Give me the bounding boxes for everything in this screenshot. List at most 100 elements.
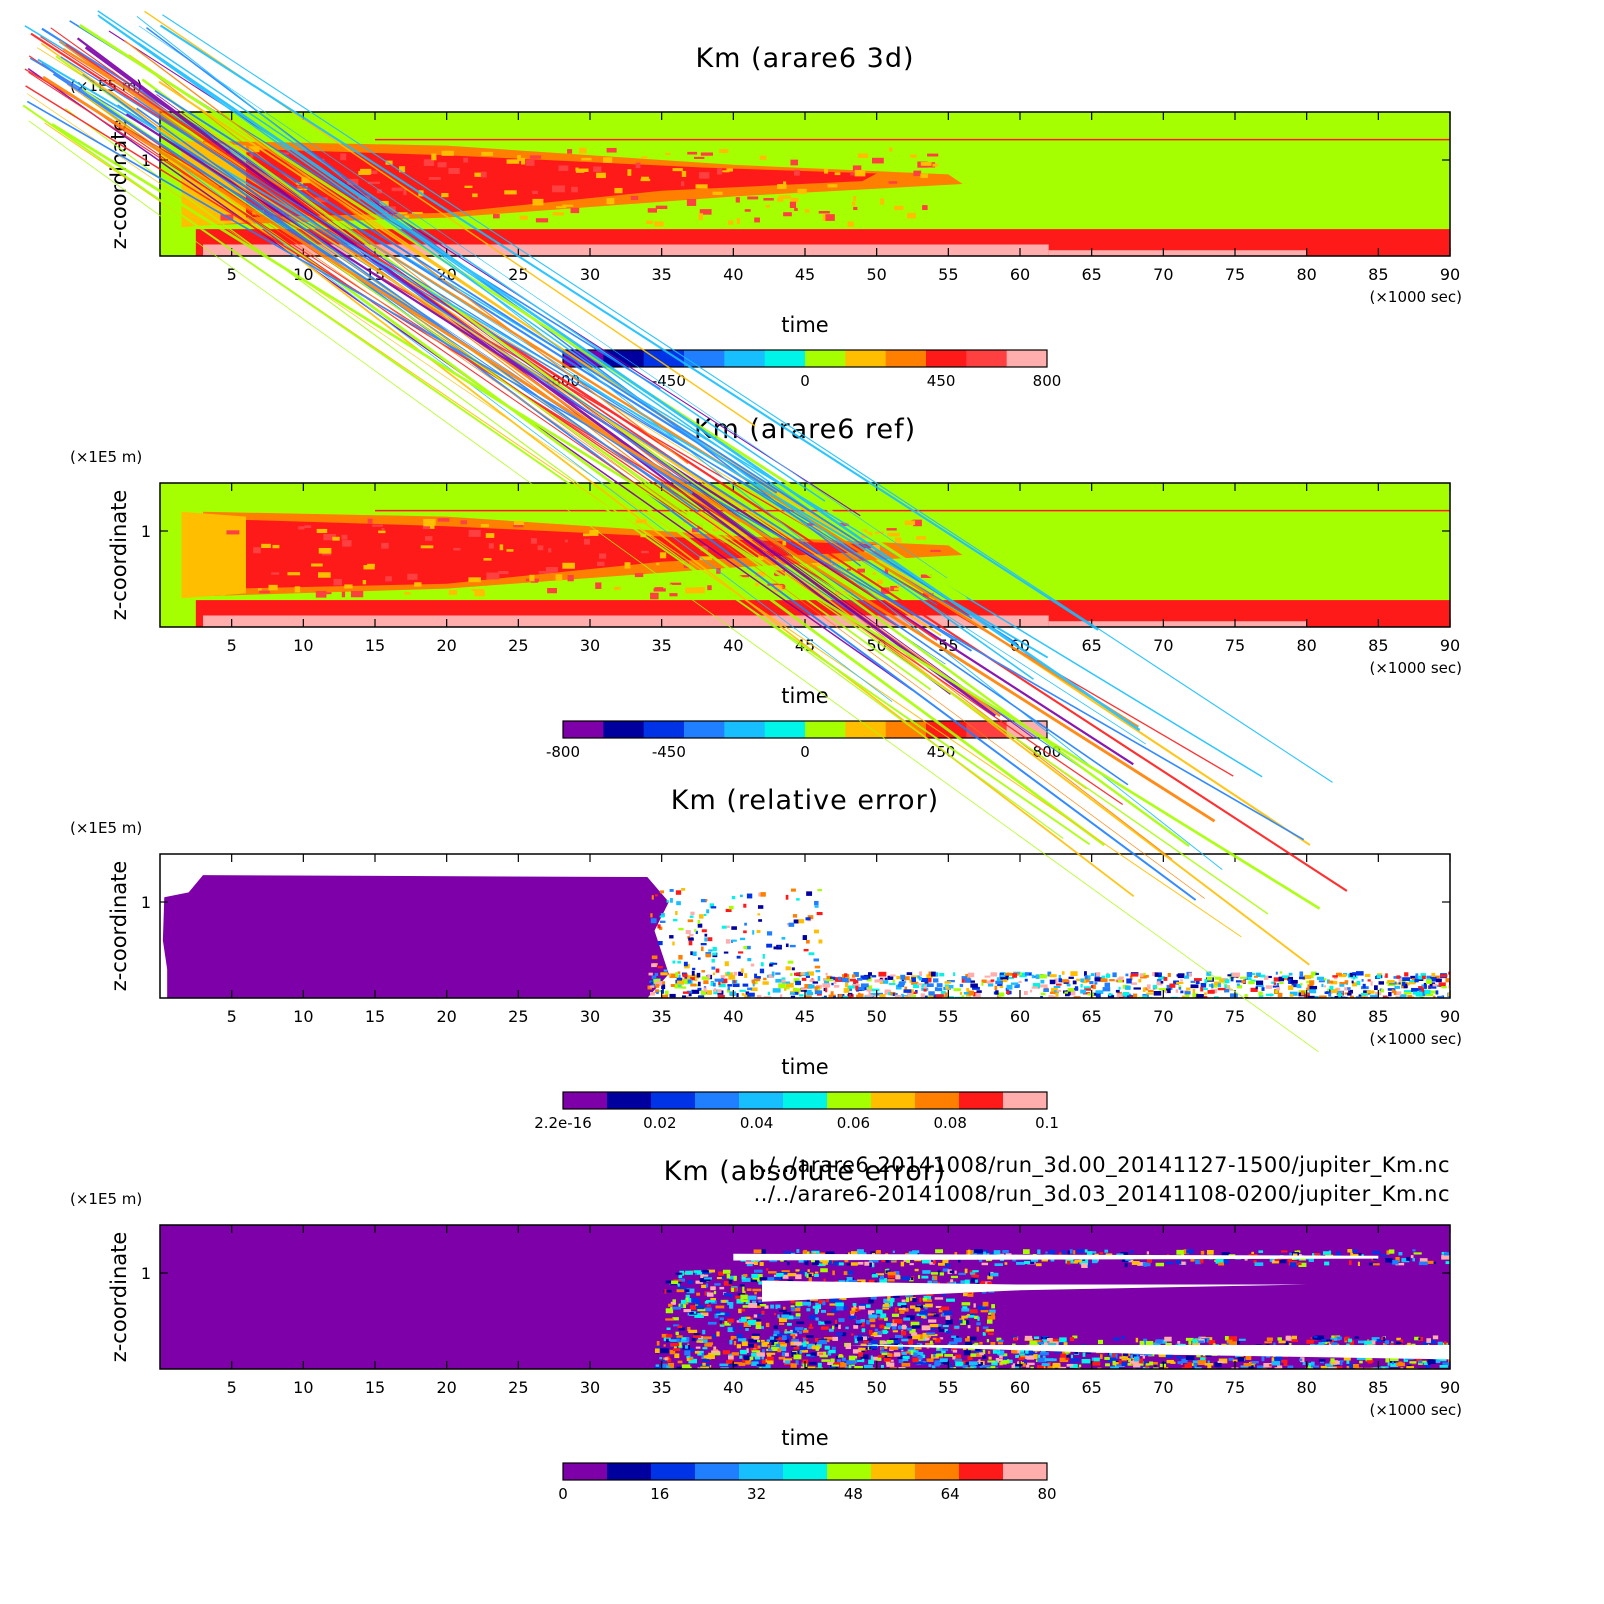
x-tick-label: 90 bbox=[1440, 1007, 1460, 1026]
error-speckle bbox=[1437, 1357, 1447, 1362]
error-speckle bbox=[686, 1356, 691, 1359]
error-speckle bbox=[726, 925, 730, 928]
error-speckle bbox=[986, 1339, 990, 1343]
error-speckle bbox=[1371, 1337, 1380, 1342]
error-speckle bbox=[1201, 996, 1208, 998]
error-speckle bbox=[1104, 1249, 1109, 1253]
error-speckle bbox=[1402, 981, 1406, 986]
error-speckle bbox=[757, 1345, 761, 1349]
error-speckle bbox=[747, 987, 753, 991]
error-speckle bbox=[757, 913, 761, 916]
error-speckle bbox=[651, 975, 657, 980]
error-speckle bbox=[1117, 978, 1123, 981]
speckle bbox=[226, 530, 240, 535]
error-speckle bbox=[802, 1341, 807, 1347]
error-speckle bbox=[1028, 973, 1032, 976]
error-speckle bbox=[967, 1355, 973, 1361]
error-speckle bbox=[748, 1343, 755, 1348]
error-speckle bbox=[1283, 1361, 1288, 1367]
error-speckle bbox=[705, 1307, 712, 1312]
error-speckle bbox=[1082, 1352, 1086, 1357]
error-speckle bbox=[1158, 976, 1166, 980]
error-speckle bbox=[688, 937, 694, 941]
error-speckle bbox=[755, 1324, 762, 1330]
error-speckle bbox=[676, 1289, 685, 1293]
error-speckle bbox=[1228, 1336, 1237, 1342]
error-speckle bbox=[945, 1315, 951, 1320]
error-speckle bbox=[1200, 1357, 1206, 1361]
speckle bbox=[614, 187, 623, 194]
error-speckle bbox=[1399, 994, 1407, 998]
error-speckle bbox=[694, 1313, 702, 1318]
error-speckle bbox=[1428, 985, 1437, 989]
error-speckle bbox=[1137, 1262, 1146, 1266]
speckle bbox=[831, 558, 841, 564]
error-speckle bbox=[1018, 1357, 1026, 1361]
colorbar-label: 64 bbox=[941, 1485, 960, 1503]
error-speckle bbox=[917, 983, 923, 986]
error-speckle bbox=[987, 1350, 991, 1354]
error-speckle bbox=[1143, 987, 1149, 991]
speckle bbox=[790, 197, 799, 203]
error-speckle bbox=[746, 1288, 752, 1292]
error-speckle bbox=[1347, 1363, 1356, 1369]
error-speckle bbox=[827, 1361, 834, 1365]
speckle bbox=[391, 187, 403, 192]
error-speckle bbox=[885, 1270, 891, 1274]
error-speckle bbox=[856, 977, 863, 981]
error-speckle bbox=[1323, 978, 1327, 981]
error-speckle bbox=[853, 972, 859, 977]
error-speckle bbox=[995, 1357, 999, 1363]
error-speckle bbox=[912, 1298, 917, 1303]
colorbar-label: 0.08 bbox=[933, 1114, 966, 1132]
speckle bbox=[736, 218, 741, 225]
error-speckle bbox=[990, 1272, 999, 1277]
x-tick-label: 60 bbox=[1010, 1378, 1030, 1397]
error-speckle bbox=[978, 1359, 981, 1365]
error-speckle bbox=[1100, 978, 1108, 983]
error-speckle bbox=[760, 1339, 765, 1342]
error-speckle bbox=[1105, 1363, 1110, 1367]
error-speckle bbox=[1408, 980, 1416, 985]
error-speckle bbox=[965, 1361, 971, 1365]
error-speckle bbox=[1246, 972, 1253, 977]
error-speckle bbox=[780, 1344, 787, 1347]
error-speckle bbox=[850, 1251, 858, 1256]
error-speckle bbox=[706, 1354, 715, 1360]
error-speckle bbox=[742, 983, 749, 987]
error-speckle bbox=[1180, 990, 1184, 994]
error-speckle bbox=[894, 1271, 900, 1275]
error-speckle bbox=[906, 1315, 916, 1320]
error-speckle bbox=[844, 973, 848, 979]
error-speckle bbox=[1126, 978, 1132, 984]
speckle bbox=[519, 215, 528, 220]
error-speckle bbox=[1165, 1261, 1174, 1265]
x-tick-label: 90 bbox=[1440, 1378, 1460, 1397]
error-speckle bbox=[901, 1299, 906, 1303]
error-speckle bbox=[691, 1337, 696, 1342]
error-speckle bbox=[686, 1337, 690, 1342]
error-speckle bbox=[875, 1309, 883, 1314]
error-speckle bbox=[1245, 1355, 1252, 1360]
speckle bbox=[381, 528, 385, 531]
error-speckle bbox=[1365, 995, 1369, 998]
error-speckle bbox=[782, 1311, 792, 1315]
error-speckle bbox=[898, 1308, 906, 1311]
error-speckle bbox=[1402, 977, 1411, 981]
error-speckle bbox=[1121, 1335, 1125, 1340]
error-speckle bbox=[922, 1270, 931, 1274]
error-speckle bbox=[1095, 990, 1104, 994]
x-tick-label: 45 bbox=[795, 1007, 815, 1026]
error-speckle bbox=[1081, 1358, 1091, 1364]
error-speckle bbox=[781, 936, 786, 940]
x-tick-label: 35 bbox=[651, 265, 671, 284]
speckle bbox=[268, 584, 278, 591]
error-speckle bbox=[806, 991, 814, 996]
speckle bbox=[754, 217, 760, 223]
speckle bbox=[468, 577, 481, 583]
error-speckle bbox=[1288, 972, 1293, 976]
error-speckle bbox=[1081, 978, 1088, 984]
artifact-streak bbox=[137, 42, 1141, 732]
error-speckle bbox=[699, 914, 704, 919]
error-speckle bbox=[1009, 990, 1012, 995]
